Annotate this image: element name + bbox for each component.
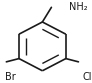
Text: Cl: Cl (82, 72, 92, 82)
Text: NH₂: NH₂ (69, 1, 88, 12)
Text: Br: Br (5, 72, 16, 82)
